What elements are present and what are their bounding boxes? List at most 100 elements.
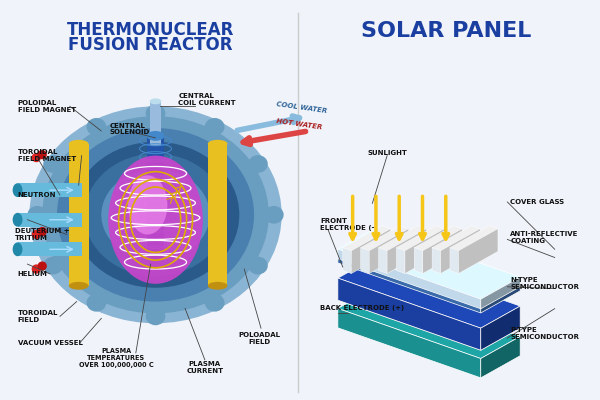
Polygon shape xyxy=(414,248,423,274)
Text: N-TYPE
SEMICONDUCTOR: N-TYPE SEMICONDUCTOR xyxy=(511,277,580,290)
Polygon shape xyxy=(17,183,82,197)
Text: VACUUM VESSEL: VACUUM VESSEL xyxy=(17,340,82,346)
Ellipse shape xyxy=(42,116,269,314)
Text: NEUTRON: NEUTRON xyxy=(17,192,56,198)
Text: FRONT
ELECTRODE (-): FRONT ELECTRODE (-) xyxy=(320,218,377,231)
Polygon shape xyxy=(343,226,391,251)
Text: POLOADAL
FIELD: POLOADAL FIELD xyxy=(238,332,280,344)
Polygon shape xyxy=(397,248,405,274)
Ellipse shape xyxy=(43,155,63,173)
Ellipse shape xyxy=(149,98,161,104)
Polygon shape xyxy=(338,278,481,350)
Polygon shape xyxy=(432,226,480,251)
Text: SOLAR PANEL: SOLAR PANEL xyxy=(361,20,532,40)
Polygon shape xyxy=(338,286,520,358)
Ellipse shape xyxy=(85,154,226,276)
Text: P-TYPE
SEMICONDUCTOR: P-TYPE SEMICONDUCTOR xyxy=(511,327,580,340)
Text: CENTRAL
COIL CURRENT: CENTRAL COIL CURRENT xyxy=(178,93,236,106)
Polygon shape xyxy=(17,242,82,256)
Circle shape xyxy=(32,230,40,238)
Text: HELIUM: HELIUM xyxy=(17,271,47,277)
Polygon shape xyxy=(432,248,440,274)
Text: BACK ELECTRODE (+): BACK ELECTRODE (+) xyxy=(320,306,404,312)
Circle shape xyxy=(38,262,46,270)
Polygon shape xyxy=(361,226,409,251)
Text: COVER GLASS: COVER GLASS xyxy=(511,199,565,205)
Circle shape xyxy=(32,154,40,162)
Polygon shape xyxy=(450,248,458,274)
Circle shape xyxy=(38,228,46,236)
Text: PLASMA
TEMPERATURES
OVER 100,000,000 C: PLASMA TEMPERATURES OVER 100,000,000 C xyxy=(79,348,154,368)
Text: PLASMA
CURRENT: PLASMA CURRENT xyxy=(186,361,223,374)
Polygon shape xyxy=(338,249,481,309)
Ellipse shape xyxy=(13,242,22,256)
Text: TOROIDAL
FIELD: TOROIDAL FIELD xyxy=(17,310,58,323)
Ellipse shape xyxy=(43,257,63,274)
Polygon shape xyxy=(379,248,387,274)
Text: DEUTERIUM +
TRITIUM: DEUTERIUM + TRITIUM xyxy=(14,228,69,241)
Ellipse shape xyxy=(69,140,89,148)
Polygon shape xyxy=(208,144,227,286)
Text: CENTRAL
SOLENOID: CENTRAL SOLENOID xyxy=(109,122,149,136)
Ellipse shape xyxy=(86,118,106,136)
Polygon shape xyxy=(352,229,391,274)
Ellipse shape xyxy=(146,308,166,325)
Polygon shape xyxy=(397,226,445,251)
Polygon shape xyxy=(481,306,520,350)
Ellipse shape xyxy=(69,282,89,290)
Ellipse shape xyxy=(208,282,227,290)
Ellipse shape xyxy=(208,140,227,148)
Polygon shape xyxy=(338,256,520,328)
Polygon shape xyxy=(440,229,480,274)
Bar xyxy=(149,101,161,146)
Ellipse shape xyxy=(146,104,166,122)
Polygon shape xyxy=(414,226,462,251)
Ellipse shape xyxy=(57,128,254,302)
Polygon shape xyxy=(338,227,520,299)
Polygon shape xyxy=(338,256,481,313)
Text: THERMONUCLEAR: THERMONUCLEAR xyxy=(67,20,234,38)
Text: SUNLIGHT: SUNLIGHT xyxy=(367,150,407,156)
Polygon shape xyxy=(387,229,427,274)
Polygon shape xyxy=(405,229,445,274)
Polygon shape xyxy=(338,234,520,306)
Text: COOL WATER: COOL WATER xyxy=(276,101,328,114)
Ellipse shape xyxy=(146,131,164,141)
Polygon shape xyxy=(481,277,520,309)
Ellipse shape xyxy=(13,213,22,227)
Polygon shape xyxy=(481,336,520,378)
Polygon shape xyxy=(338,267,520,339)
Polygon shape xyxy=(369,229,409,274)
Polygon shape xyxy=(450,226,498,251)
Ellipse shape xyxy=(205,294,224,312)
Ellipse shape xyxy=(29,106,281,323)
Ellipse shape xyxy=(108,156,203,284)
Polygon shape xyxy=(338,308,481,378)
Ellipse shape xyxy=(72,142,239,288)
Polygon shape xyxy=(481,284,520,313)
Ellipse shape xyxy=(146,249,164,259)
Polygon shape xyxy=(458,229,498,274)
Polygon shape xyxy=(361,248,369,274)
Text: TOROIDAL
FIELD MAGNET: TOROIDAL FIELD MAGNET xyxy=(17,149,76,162)
Circle shape xyxy=(32,265,40,273)
Bar xyxy=(146,136,164,254)
Polygon shape xyxy=(17,213,82,227)
Polygon shape xyxy=(423,229,462,274)
Text: HOT WATER: HOT WATER xyxy=(276,118,322,130)
Ellipse shape xyxy=(28,206,47,224)
Circle shape xyxy=(38,151,46,158)
Ellipse shape xyxy=(248,257,268,274)
Polygon shape xyxy=(343,248,352,274)
Ellipse shape xyxy=(101,170,210,260)
Text: ANTI-REFLECTIVE
COATING: ANTI-REFLECTIVE COATING xyxy=(511,231,579,244)
Polygon shape xyxy=(338,289,481,350)
Ellipse shape xyxy=(264,206,284,224)
Ellipse shape xyxy=(248,155,268,173)
Ellipse shape xyxy=(13,183,22,197)
Text: FUSION REACTOR: FUSION REACTOR xyxy=(68,36,233,54)
Polygon shape xyxy=(379,226,427,251)
Ellipse shape xyxy=(128,175,167,234)
Polygon shape xyxy=(69,144,89,286)
Polygon shape xyxy=(481,317,520,350)
